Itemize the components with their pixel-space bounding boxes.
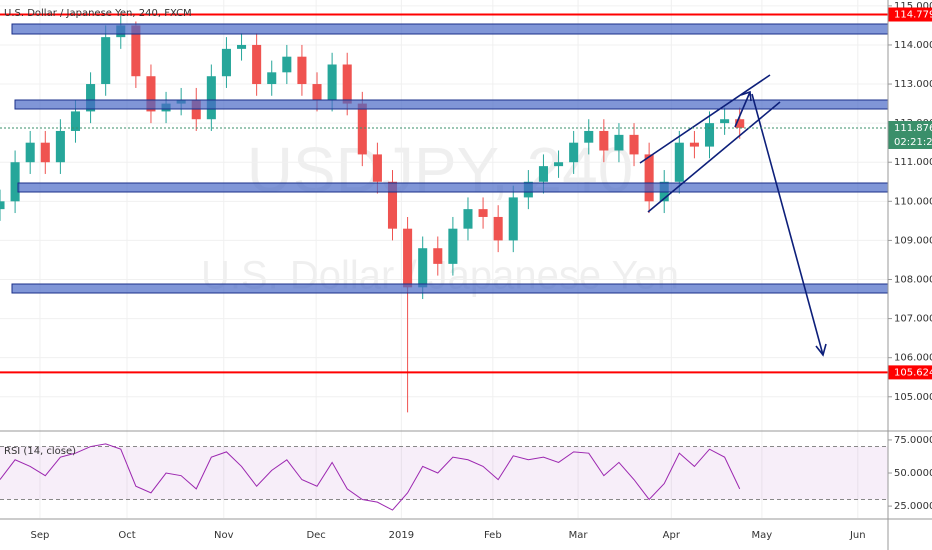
candle-body: [508, 197, 518, 241]
candle-body: [327, 64, 337, 100]
y-tick-label: 75.0000: [894, 435, 932, 446]
candle-body: [735, 119, 745, 128]
candle-body: [131, 25, 141, 77]
candle-body: [704, 123, 715, 147]
x-tick-label: Oct: [118, 530, 135, 541]
candle-body: [478, 209, 488, 217]
candle-body: [25, 142, 35, 163]
candle-body: [614, 134, 624, 151]
plot-layer: [0, 0, 888, 518]
x-tick-label: May: [752, 530, 773, 541]
channel-upper: [639, 74, 771, 164]
arrow-down-head: [815, 343, 827, 357]
y-tick-label: 114.000: [894, 40, 932, 51]
candle-body: [448, 228, 458, 264]
candle-body: [644, 154, 654, 202]
candle-body: [433, 248, 443, 264]
countdown: 02:21:24: [894, 137, 932, 148]
candle-body: [40, 142, 50, 163]
candle-body: [674, 142, 684, 182]
candle-body: [342, 64, 352, 104]
last-price-label: 111.876: [894, 123, 932, 134]
chart-title: U.S. Dollar / Japanese Yen, 240, FXCM: [4, 8, 192, 19]
zone: [11, 283, 889, 294]
candle-body: [554, 162, 564, 167]
rsi-band: [0, 446, 888, 500]
zones: [11, 23, 889, 294]
arrow-down: [751, 93, 824, 356]
candle-body: [629, 134, 639, 155]
x-tick-label: Mar: [569, 530, 589, 541]
y-tick-label: 115.000: [894, 1, 932, 12]
candle-body: [569, 142, 579, 163]
x-tick-label: 2019: [389, 530, 414, 541]
candle-body: [55, 130, 65, 163]
last-price-box: [888, 120, 932, 149]
arrow-up: [734, 91, 751, 128]
candle-body: [221, 48, 231, 77]
candle-body: [312, 84, 322, 100]
x-tick-label: Jun: [849, 530, 866, 541]
watermark: USDJPY, 240: [247, 134, 634, 206]
candle-body: [689, 142, 699, 147]
candle-body: [282, 56, 292, 73]
candle-body: [0, 201, 5, 210]
y-tick-label: 105.000: [894, 392, 932, 403]
y-tick-label: 25.0000: [894, 501, 932, 512]
channel-lower: [647, 101, 781, 213]
y-tick-label: 107.000: [894, 314, 932, 325]
level-label: 114.779: [894, 10, 932, 21]
candle-body: [584, 130, 594, 143]
candle-body: [237, 44, 247, 49]
candle-body: [357, 103, 367, 155]
rsi-line: [0, 443, 741, 511]
arrow-up-head: [740, 90, 752, 102]
candle-body: [86, 84, 96, 112]
zone: [11, 23, 889, 35]
candle-body: [463, 209, 473, 229]
x-tick-label: Dec: [306, 530, 325, 541]
candle-body: [599, 130, 609, 151]
level-label-box: [888, 7, 932, 22]
candle-body: [252, 44, 262, 85]
y-tick-label: 50.0000: [894, 468, 932, 479]
y-tick-label: 111.000: [894, 157, 932, 168]
level-label: 105.624: [894, 367, 932, 378]
y-tick-label: 108.000: [894, 275, 932, 286]
candle-body: [493, 216, 503, 241]
candle-body: [372, 154, 382, 182]
zone: [17, 182, 889, 193]
x-tick-label: Nov: [214, 530, 234, 541]
candle-body: [267, 72, 277, 85]
x-tick-label: Apr: [663, 530, 681, 541]
candle-body: [146, 76, 156, 112]
candle-body: [101, 37, 111, 85]
zone: [14, 99, 889, 110]
candle-body: [387, 181, 398, 229]
candle-body: [403, 228, 413, 288]
candle-body: [720, 119, 730, 124]
x-tick-label: Sep: [31, 530, 50, 541]
y-tick-label: 110.000: [894, 196, 932, 207]
y-tick-label: 113.000: [894, 79, 932, 90]
candle-body: [10, 162, 20, 202]
candle-body: [206, 76, 216, 120]
candle-body: [297, 56, 307, 85]
candle-body: [538, 166, 548, 182]
rsi-title: RSI (14, close): [4, 446, 76, 457]
drawings: [639, 74, 827, 357]
y-tick-label: 106.000: [894, 353, 932, 364]
candle-body: [418, 248, 428, 288]
candle-body: [70, 111, 81, 131]
x-tick-label: Feb: [484, 530, 502, 541]
level-label-box: [888, 365, 932, 380]
y-tick-label: 109.000: [894, 235, 932, 246]
